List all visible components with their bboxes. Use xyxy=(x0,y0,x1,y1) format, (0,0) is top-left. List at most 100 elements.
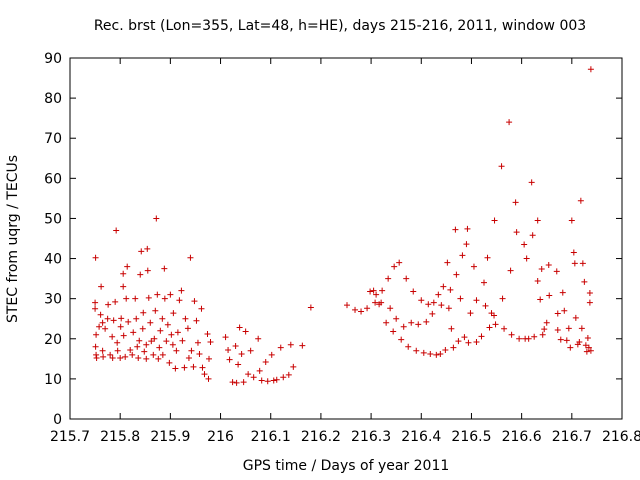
data-point xyxy=(104,315,111,322)
data-point xyxy=(383,319,390,326)
x-tick-label: 216.1 xyxy=(251,429,291,445)
data-point xyxy=(516,335,523,342)
data-point xyxy=(178,287,185,294)
data-point xyxy=(184,325,191,332)
data-point xyxy=(270,377,277,384)
x-tick-label: 216.8 xyxy=(602,429,640,445)
data-point xyxy=(568,217,575,224)
data-point xyxy=(99,347,106,354)
data-point xyxy=(147,319,154,326)
data-point xyxy=(387,305,394,312)
data-point xyxy=(571,260,578,267)
data-point xyxy=(583,348,590,355)
y-tick-label: 10 xyxy=(44,372,62,388)
data-point xyxy=(114,347,121,354)
data-point xyxy=(378,299,385,306)
data-point xyxy=(113,227,120,234)
data-point xyxy=(280,374,287,381)
data-point xyxy=(240,379,247,386)
data-point xyxy=(167,291,174,298)
data-point xyxy=(256,367,263,374)
data-point xyxy=(570,249,577,256)
data-point xyxy=(453,271,460,278)
data-point xyxy=(123,295,130,302)
x-tick-label: 215.9 xyxy=(150,429,190,445)
data-point xyxy=(176,297,183,304)
y-tick-label: 70 xyxy=(44,131,62,147)
data-point xyxy=(238,351,245,358)
data-point xyxy=(255,335,262,342)
data-point xyxy=(174,329,181,336)
data-point xyxy=(512,199,519,206)
data-point xyxy=(413,347,420,354)
data-point xyxy=(109,333,116,340)
data-point xyxy=(109,355,116,362)
data-point xyxy=(236,324,243,331)
data-point xyxy=(565,325,572,332)
data-point xyxy=(423,318,430,325)
data-point xyxy=(563,337,570,344)
data-point xyxy=(415,321,422,328)
data-point xyxy=(344,302,351,309)
data-point xyxy=(198,305,205,312)
data-point xyxy=(138,248,145,255)
data-point xyxy=(491,217,498,224)
data-point xyxy=(277,344,284,351)
y-axis: 0 10 20 30 40 50 60 70 80 90 xyxy=(44,51,622,428)
data-point xyxy=(587,66,594,73)
y-tick-label: 80 xyxy=(44,91,62,107)
data-point xyxy=(120,270,127,277)
data-point xyxy=(537,296,544,303)
data-point xyxy=(534,217,541,224)
data-point xyxy=(561,307,568,314)
data-point xyxy=(179,337,186,344)
data-point xyxy=(525,335,532,342)
data-point xyxy=(448,325,455,332)
data-point xyxy=(273,376,280,383)
data-point xyxy=(459,252,466,259)
data-point xyxy=(486,324,493,331)
data-point xyxy=(465,339,472,346)
y-tick-label: 30 xyxy=(44,292,62,308)
data-point xyxy=(182,315,189,322)
data-point xyxy=(554,310,561,317)
data-point xyxy=(268,351,275,358)
data-point xyxy=(521,241,528,248)
data-point xyxy=(370,287,377,294)
data-point xyxy=(450,344,457,351)
data-point xyxy=(444,259,451,266)
data-point xyxy=(420,349,427,356)
data-point xyxy=(205,375,212,382)
data-point xyxy=(585,344,592,351)
data-point xyxy=(379,287,386,294)
data-point xyxy=(513,229,520,236)
data-point xyxy=(299,342,306,349)
data-point xyxy=(188,347,195,354)
data-point xyxy=(96,323,103,330)
data-point xyxy=(134,343,141,350)
data-point xyxy=(114,339,121,346)
data-point xyxy=(135,355,142,362)
data-point xyxy=(463,241,470,248)
data-point xyxy=(285,371,292,378)
data-point xyxy=(461,334,468,341)
data-point xyxy=(584,334,591,341)
data-point xyxy=(159,351,166,358)
data-point xyxy=(105,301,112,308)
data-point xyxy=(470,263,477,270)
data-point xyxy=(506,119,513,126)
data-point xyxy=(438,302,445,309)
data-point xyxy=(567,344,574,351)
data-point xyxy=(151,335,158,342)
data-point xyxy=(207,338,214,345)
data-point xyxy=(235,361,242,368)
data-point xyxy=(242,328,249,335)
data-point xyxy=(154,291,161,298)
data-point xyxy=(396,259,403,266)
data-point xyxy=(364,305,371,312)
data-point xyxy=(102,325,109,332)
data-point xyxy=(199,364,206,371)
data-point xyxy=(107,351,114,358)
data-point xyxy=(92,343,99,350)
data-point xyxy=(457,295,464,302)
